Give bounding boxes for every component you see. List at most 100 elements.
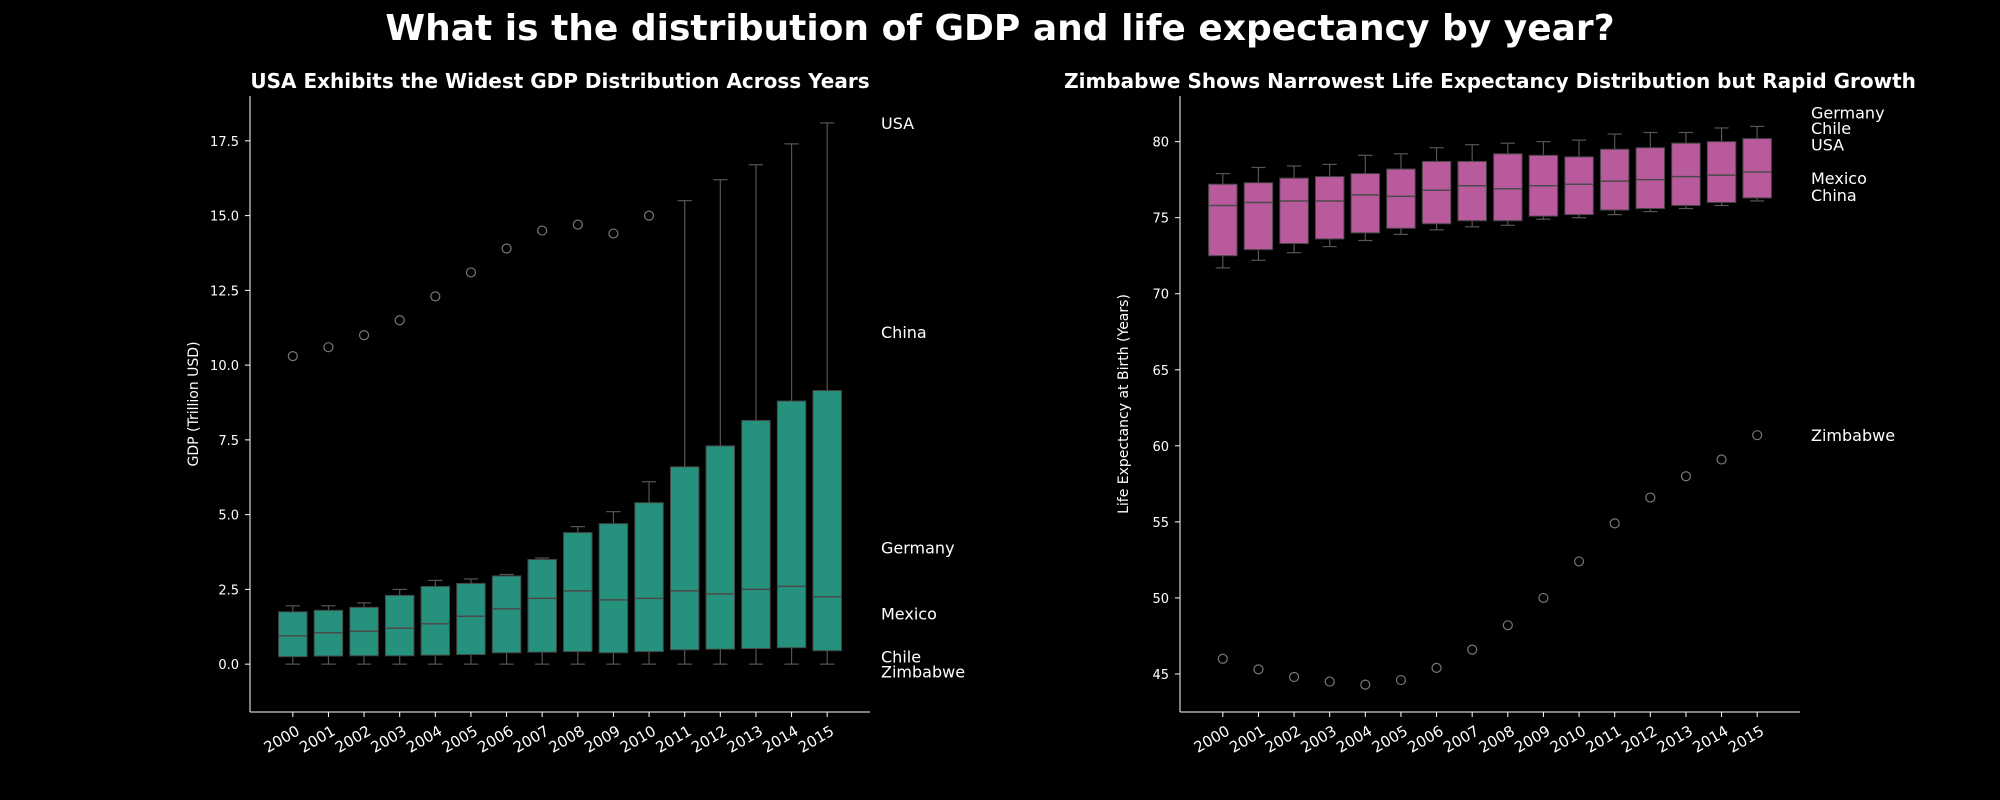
life-x-tick-label: 2005 (1369, 722, 1411, 757)
life-outlier-point (1253, 664, 1264, 675)
gdp-box (705, 445, 736, 650)
life-outlier-point (1360, 679, 1371, 690)
life-box (1599, 148, 1630, 211)
life-x-tick-label: 2001 (1226, 722, 1268, 757)
gdp-country-label: USA (881, 114, 914, 133)
life-outlier-point (1752, 430, 1763, 441)
gdp-y-tick-label: 17.5 (210, 135, 239, 150)
life-panel-title: Zimbabwe Shows Narrowest Life Expectancy… (1064, 69, 1916, 93)
gdp-x-tick-label: 2001 (296, 722, 338, 757)
gdp-x-tick-label: 2005 (439, 722, 481, 757)
life-x-tick-label: 2006 (1404, 722, 1446, 757)
life-outlier-point (1680, 471, 1692, 482)
figure-title: What is the distribution of GDP and life… (385, 8, 1615, 49)
life-outlier-point (1395, 674, 1407, 686)
gdp-box (741, 419, 771, 650)
life-box (1243, 182, 1274, 251)
life-box (1279, 177, 1309, 245)
life-box (1457, 160, 1487, 222)
life-y-tick-label: 45 (1152, 668, 1169, 683)
life-x-tick-label: 2015 (1725, 722, 1767, 757)
life-y-tick-label: 60 (1152, 440, 1169, 455)
gdp-panel-title: USA Exhibits the Widest GDP Distribution… (250, 69, 869, 93)
life-x-tick-label: 2008 (1476, 722, 1518, 757)
gdp-x-tick-label: 2006 (474, 722, 516, 757)
gdp-box (812, 390, 842, 652)
life-x-tick-label: 2012 (1618, 722, 1660, 757)
gdp-x-tick-label: 2004 (403, 722, 445, 757)
life-country-label: Mexico (1811, 169, 1867, 188)
life-x-tick-label: 2003 (1298, 722, 1340, 757)
gdp-outlier-point (358, 330, 370, 341)
life-outlier-point (1645, 492, 1656, 503)
gdp-x-tick-label: 2007 (510, 722, 552, 757)
gdp-country-label: Germany (881, 539, 955, 558)
gdp-y-tick-label: 2.5 (218, 583, 239, 598)
gdp-y-tick-label: 0.0 (218, 658, 239, 673)
life-y-tick-label: 75 (1152, 212, 1169, 227)
gdp-x-tick-label: 2002 (332, 722, 374, 757)
life-country-label: Germany (1811, 104, 1885, 123)
life-outlier-point (1538, 592, 1549, 604)
gdp-box (278, 611, 308, 658)
life-outlier-point (1573, 556, 1585, 567)
life-x-tick-label: 2013 (1654, 722, 1696, 757)
gdp-outlier-point (394, 315, 405, 326)
life-outlier-point (1288, 671, 1300, 683)
life-y-tick-label: 80 (1152, 136, 1169, 151)
gdp-country-label: Zimbabwe (881, 663, 965, 682)
gdp-y-tick-label: 7.5 (218, 434, 239, 449)
life-box (1706, 141, 1737, 203)
gdp-x-tick-label: 2013 (724, 722, 766, 757)
gdp-outlier-point (323, 342, 334, 353)
life-box (1564, 156, 1594, 216)
gdp-box (598, 523, 629, 654)
gdp-country-label: China (881, 323, 927, 342)
gdp-x-tick-label: 2010 (617, 722, 659, 757)
gdp-box (527, 558, 557, 653)
life-x-tick-label: 2002 (1262, 722, 1304, 757)
gdp-outlier-point (501, 243, 512, 254)
gdp-outlier-point (537, 225, 548, 236)
gdp-country-label: Chile (881, 648, 921, 667)
life-outlier-point (1217, 653, 1228, 664)
life-box (1386, 168, 1416, 229)
gdp-y-tick-label: 5.0 (218, 509, 239, 524)
gdp-x-tick-label: 2000 (261, 722, 303, 757)
life-x-tick-label: 2011 (1583, 722, 1625, 757)
life-outlier-point (1467, 644, 1478, 655)
life-y-tick-label: 50 (1152, 592, 1169, 607)
gdp-y-tick-label: 12.5 (210, 284, 239, 299)
life-box (1742, 138, 1772, 199)
gdp-outlier-point (572, 219, 583, 230)
life-country-label: Chile (1811, 119, 1851, 138)
life-box (1635, 147, 1666, 210)
life-box (1208, 183, 1238, 257)
gdp-x-tick-label: 2012 (688, 722, 730, 757)
life-country-label: China (1811, 186, 1857, 205)
gdp-outlier-point (465, 267, 477, 278)
gdp-x-tick-label: 2015 (795, 722, 837, 757)
gdp-x-tick-label: 2009 (581, 722, 623, 757)
gdp-box (384, 594, 415, 657)
gdp-box (776, 400, 807, 649)
life-y-tick-label: 70 (1152, 288, 1169, 303)
life-x-tick-label: 2004 (1333, 722, 1375, 757)
gdp-country-label: Mexico (881, 604, 937, 623)
gdp-x-tick-label: 2011 (653, 722, 695, 757)
life-y-axis-label: Life Expectancy at Birth (Years) (1116, 294, 1132, 514)
gdp-y-axis-label: GDP (Trillion USD) (186, 341, 202, 466)
life-x-tick-label: 2000 (1191, 722, 1233, 757)
life-country-label: USA (1811, 136, 1844, 155)
gdp-outlier-point (287, 351, 298, 362)
life-box (1350, 173, 1381, 234)
life-outlier-point (1324, 676, 1335, 687)
life-outlier-point (1716, 454, 1727, 465)
gdp-x-tick-label: 2008 (546, 722, 588, 757)
gdp-y-tick-label: 10.0 (210, 359, 239, 374)
life-box (1671, 142, 1701, 207)
life-box (1421, 160, 1452, 225)
life-outlier-point (1502, 620, 1513, 631)
gdp-box (634, 502, 664, 653)
